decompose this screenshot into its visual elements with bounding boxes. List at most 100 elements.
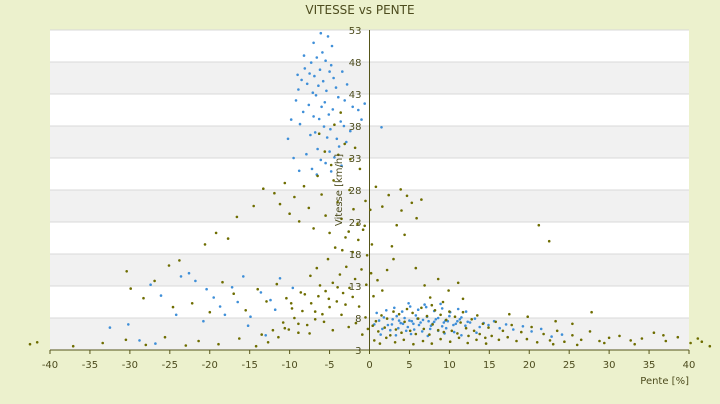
data-point (71, 344, 75, 348)
data-point (167, 264, 171, 267)
data-point (390, 323, 394, 326)
data-point (374, 319, 378, 323)
data-point (138, 339, 141, 342)
data-point (341, 248, 344, 252)
data-point (356, 222, 359, 226)
data-point (249, 315, 252, 319)
y-tick-label: 3 (355, 346, 361, 357)
data-point (535, 341, 539, 344)
data-point (450, 329, 454, 333)
data-point (618, 334, 621, 338)
data-point (403, 316, 406, 320)
data-point (342, 124, 346, 128)
data-point (391, 318, 395, 321)
data-point (331, 328, 335, 332)
data-point (230, 286, 234, 289)
data-point (392, 310, 395, 313)
data-point (460, 316, 463, 319)
y-tick-label: 48 (349, 58, 362, 69)
data-point (125, 270, 128, 273)
data-point (423, 303, 426, 306)
data-point (414, 266, 418, 270)
data-point (458, 318, 462, 321)
data-point (417, 323, 421, 327)
data-point (460, 334, 463, 337)
data-point (590, 310, 593, 314)
data-point (497, 338, 501, 342)
data-point (154, 342, 157, 345)
data-point (334, 86, 338, 89)
data-point (454, 322, 458, 326)
data-point (403, 320, 406, 324)
data-point (325, 89, 328, 93)
data-point (456, 319, 459, 323)
data-point (35, 341, 39, 344)
data-point (337, 145, 341, 148)
data-point (218, 305, 222, 308)
data-point (452, 330, 456, 334)
data-point (448, 340, 452, 344)
data-point (333, 123, 336, 126)
data-point (385, 317, 389, 320)
data-point (208, 310, 212, 314)
data-point (461, 310, 465, 314)
x-tick-label: -35 (82, 360, 98, 371)
data-point (439, 337, 442, 341)
data-point (298, 122, 302, 126)
data-point (315, 266, 319, 270)
data-point (484, 336, 487, 340)
data-point (357, 238, 360, 242)
data-point (313, 310, 317, 313)
data-point (347, 325, 351, 329)
data-point (379, 333, 383, 336)
data-point (309, 133, 312, 137)
data-point (385, 336, 388, 340)
data-point (341, 291, 345, 295)
data-point (352, 207, 355, 211)
data-point (328, 231, 331, 235)
data-point (428, 327, 432, 331)
data-point (377, 330, 380, 333)
data-point (381, 205, 384, 208)
data-point (174, 313, 178, 317)
data-point (487, 326, 490, 329)
y-tick-label: 38 (349, 122, 362, 133)
data-point (466, 341, 470, 345)
y-tick-label: 43 (349, 90, 362, 101)
data-point (327, 297, 331, 301)
data-point (414, 314, 418, 317)
data-point (305, 323, 309, 327)
data-point (428, 333, 431, 336)
data-point (436, 328, 440, 332)
data-point (433, 309, 437, 312)
data-point (401, 322, 405, 326)
data-point (344, 303, 347, 306)
data-point (312, 227, 315, 230)
data-point (456, 281, 460, 285)
data-point (300, 78, 303, 82)
data-point (436, 277, 440, 281)
data-point (197, 339, 200, 343)
data-point (560, 333, 564, 336)
data-point (563, 340, 566, 344)
data-point (467, 334, 470, 338)
data-point (452, 323, 455, 327)
data-point (271, 328, 275, 332)
data-point (371, 324, 375, 328)
x-tick-label: -20 (202, 360, 218, 371)
data-point (330, 44, 334, 48)
data-point (397, 326, 400, 330)
data-point (329, 170, 333, 173)
data-point (363, 224, 367, 228)
data-point (444, 318, 448, 322)
data-point (387, 193, 391, 197)
x-tick-label: 40 (683, 360, 696, 371)
data-point (101, 341, 104, 345)
data-point (554, 319, 557, 323)
data-point (294, 99, 298, 102)
data-point (129, 287, 132, 290)
data-point (159, 294, 163, 297)
data-point (337, 95, 340, 99)
data-point (378, 342, 382, 345)
data-point (319, 158, 323, 162)
